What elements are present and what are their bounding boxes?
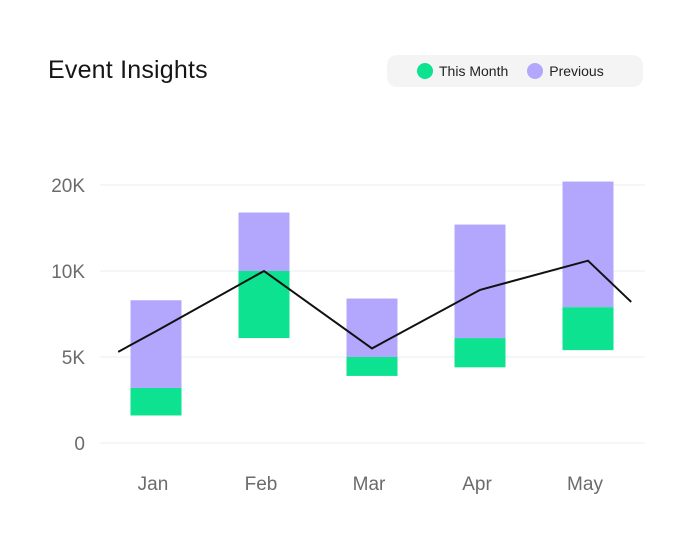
y-tick-label: 0 xyxy=(74,434,85,455)
legend-label-this-month: This Month xyxy=(439,63,509,79)
y-tick-label: 10K xyxy=(51,262,85,283)
bars xyxy=(130,181,614,416)
bar-previous-apr[interactable] xyxy=(454,224,506,339)
x-tick-label: Jan xyxy=(138,474,169,495)
trend-line-group xyxy=(117,259,632,353)
x-tick-label: May xyxy=(567,474,603,495)
bar-previous-may[interactable] xyxy=(562,181,614,308)
y-axis-ticks: 0 5K 10K 20K xyxy=(51,176,85,455)
bar-this-month-apr[interactable] xyxy=(454,338,506,368)
y-tick-label: 20K xyxy=(51,176,85,197)
bar-this-month-mar[interactable] xyxy=(346,357,398,376)
trend-line xyxy=(117,259,632,353)
bar-this-month-may[interactable] xyxy=(562,307,614,351)
chart-title: Event Insights xyxy=(48,56,208,84)
gridlines xyxy=(100,184,645,444)
legend-swatch-this-month xyxy=(417,63,433,79)
x-tick-label: Feb xyxy=(245,474,278,495)
x-axis-ticks: Jan Feb Mar Apr May xyxy=(138,474,604,495)
x-tick-label: Mar xyxy=(353,474,386,495)
legend-item-previous[interactable]: Previous xyxy=(527,63,604,79)
y-tick-label: 5K xyxy=(62,348,86,369)
legend-label-previous: Previous xyxy=(549,63,604,79)
x-tick-label: Apr xyxy=(462,474,492,495)
bar-this-month-jan[interactable] xyxy=(130,387,182,416)
legend: This Month Previous xyxy=(387,55,643,87)
legend-item-this-month[interactable]: This Month xyxy=(417,63,508,79)
bar-previous-feb[interactable] xyxy=(238,212,290,271)
bar-previous-jan[interactable] xyxy=(130,300,182,388)
legend-swatch-previous xyxy=(527,63,544,79)
